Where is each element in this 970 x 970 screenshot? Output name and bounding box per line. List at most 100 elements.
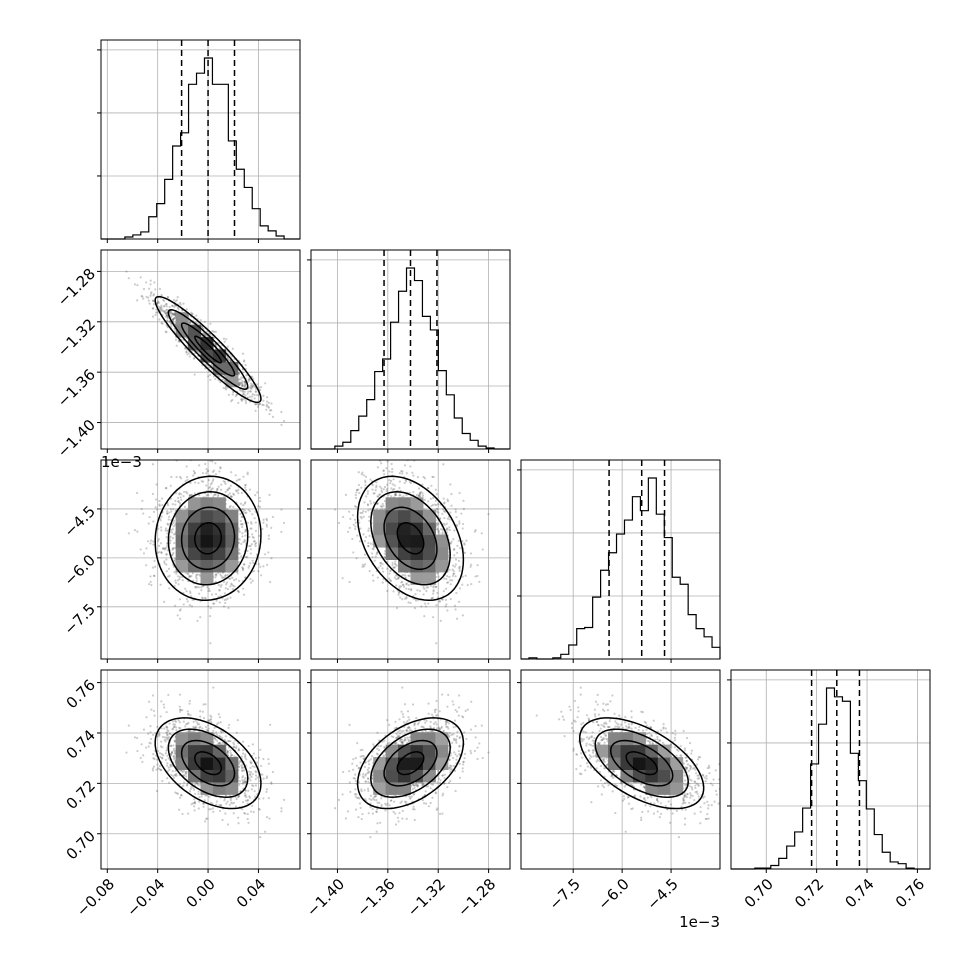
sample-point (367, 509, 370, 512)
sample-point (374, 555, 377, 558)
sample-point (391, 563, 394, 567)
panel-1-1 (307, 249, 511, 453)
sample-point (238, 579, 241, 583)
sample-point (446, 527, 449, 530)
sample-point (152, 307, 155, 310)
sample-point (205, 364, 208, 367)
sample-point (205, 817, 208, 820)
density-cell (200, 522, 214, 536)
sample-point (454, 508, 457, 511)
sample-point (193, 472, 196, 475)
sample-point (360, 517, 363, 520)
sample-point (381, 567, 384, 570)
sample-point (185, 490, 188, 494)
sample-point (239, 519, 242, 523)
sample-point (210, 720, 213, 723)
sample-point (393, 484, 396, 487)
sample-point (393, 488, 396, 491)
sample-point (224, 574, 227, 577)
sample-point (155, 768, 158, 771)
sample-point (208, 589, 211, 593)
density-cell (188, 522, 201, 536)
sample-point (158, 307, 161, 310)
sample-point (445, 528, 448, 531)
sample-point (133, 736, 137, 739)
sample-point (173, 313, 176, 316)
sample-point (361, 565, 364, 568)
sample-point (231, 398, 234, 402)
sample-point (363, 563, 367, 566)
density-cell (410, 559, 424, 573)
sample-point (188, 494, 192, 497)
sample-point (393, 576, 396, 579)
sample-point (225, 338, 228, 341)
sample-point (451, 579, 454, 582)
panel-2-1 (307, 446, 511, 663)
sample-point (252, 561, 255, 565)
sample-point (242, 510, 245, 513)
sample-point (224, 387, 227, 390)
sample-point (241, 389, 244, 393)
sample-point (165, 731, 168, 735)
sample-point (368, 570, 371, 573)
sample-point (193, 798, 196, 801)
sample-point (152, 303, 156, 306)
sample-point (270, 781, 273, 784)
sample-point (470, 582, 473, 586)
sample-point (397, 446, 399, 448)
sample-point (177, 583, 180, 586)
sample-point (363, 553, 366, 556)
sample-point (125, 270, 128, 273)
sample-point (212, 330, 216, 333)
sample-point (431, 504, 434, 507)
sample-point (147, 540, 150, 543)
density-cell (225, 559, 239, 573)
sample-point (227, 723, 231, 727)
sample-point (180, 498, 183, 502)
sample-point (407, 583, 410, 587)
sample-point (207, 375, 210, 378)
sample-point (351, 514, 355, 517)
sample-point (392, 566, 395, 569)
sample-point (145, 295, 148, 298)
sample-point (208, 808, 211, 811)
sample-point (240, 399, 244, 402)
sample-point (209, 642, 212, 645)
sample-point (369, 478, 372, 481)
sample-point (248, 795, 251, 798)
sample-point (243, 384, 246, 387)
sample-point (373, 492, 376, 495)
sample-point (133, 283, 137, 286)
sample-point (157, 301, 161, 304)
sample-point (393, 566, 397, 569)
sample-point (219, 573, 222, 576)
sample-point (141, 760, 144, 763)
sample-point (252, 569, 256, 573)
sample-point (442, 497, 445, 500)
sample-point (254, 403, 257, 406)
sample-point (449, 542, 452, 545)
sample-point (175, 475, 178, 479)
sample-point (189, 575, 192, 578)
sample-point (433, 503, 436, 506)
sample-point (431, 475, 434, 478)
sample-point (162, 547, 165, 550)
sample-point (386, 567, 389, 570)
sample-point (207, 605, 210, 608)
sample-point (458, 567, 461, 570)
sample-point (446, 609, 449, 612)
scatter-points (125, 270, 286, 426)
sample-point (241, 566, 244, 569)
sample-point (127, 277, 130, 280)
y-tick-label: −6.0 (61, 551, 99, 589)
sample-point (188, 355, 191, 358)
sample-point (219, 467, 222, 470)
sample-point (166, 314, 169, 317)
y-tick-label: −1.36 (54, 365, 99, 410)
sample-point (394, 560, 397, 563)
sample-point (439, 528, 442, 531)
density-cell (373, 509, 387, 523)
sample-point (216, 495, 220, 498)
sample-point (204, 597, 207, 600)
sample-point (242, 593, 246, 596)
